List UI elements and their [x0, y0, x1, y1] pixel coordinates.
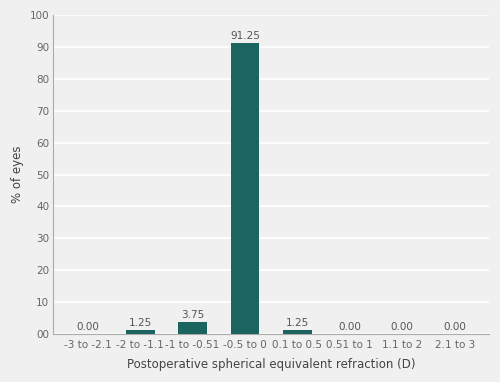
- Bar: [230, 43, 260, 334]
- Bar: [283, 330, 312, 334]
- Text: 0.00: 0.00: [391, 322, 413, 332]
- Text: 91.25: 91.25: [230, 31, 260, 41]
- Text: 0.00: 0.00: [443, 322, 466, 332]
- X-axis label: Postoperative spherical equivalent refraction (D): Postoperative spherical equivalent refra…: [127, 358, 416, 371]
- Text: 3.75: 3.75: [181, 311, 204, 320]
- Bar: [126, 330, 154, 334]
- Text: 0.00: 0.00: [76, 322, 99, 332]
- Text: 1.25: 1.25: [286, 319, 309, 329]
- Text: 0.00: 0.00: [338, 322, 361, 332]
- Y-axis label: % of eyes: % of eyes: [11, 146, 24, 203]
- Text: 1.25: 1.25: [128, 319, 152, 329]
- Bar: [178, 322, 207, 334]
